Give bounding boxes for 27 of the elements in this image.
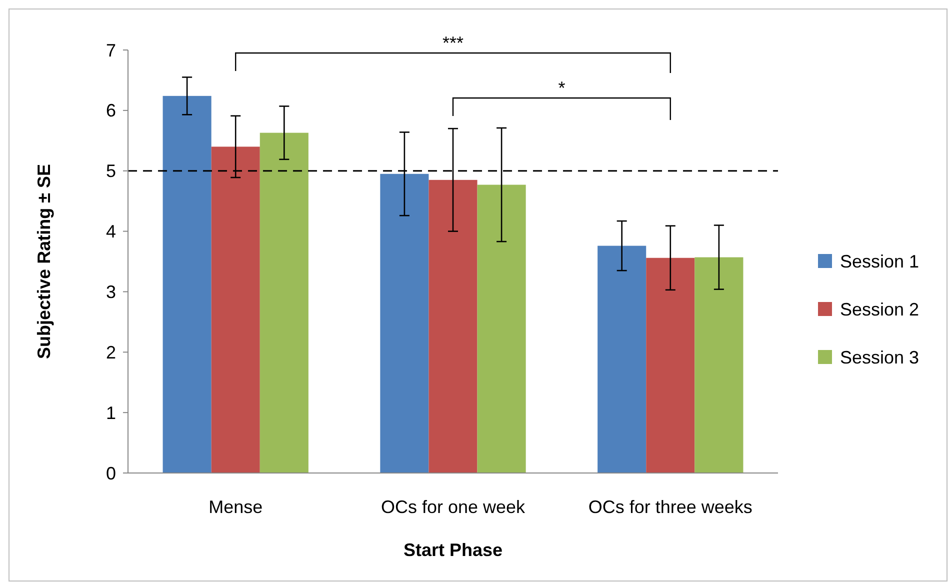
- bar: [260, 132, 308, 473]
- y-tick-label: 4: [106, 222, 116, 242]
- x-tick-label: OCs for three weeks: [588, 497, 752, 517]
- x-axis-title: Start Phase: [403, 540, 503, 560]
- annotation: *: [558, 78, 566, 98]
- x-tick-label: OCs for one week: [380, 497, 526, 517]
- legend-label: Session 1: [840, 251, 920, 272]
- x-tick-label: Mense: [208, 497, 263, 517]
- bar: [694, 257, 744, 473]
- y-tick-label: 5: [106, 161, 116, 182]
- bar: [428, 180, 478, 473]
- legend-label: Session 3: [840, 347, 920, 368]
- annotation: ***: [442, 33, 464, 53]
- y-tick-label: 7: [106, 40, 116, 60]
- y-tick-label: 3: [106, 282, 116, 302]
- y-tick-label: 6: [106, 100, 116, 121]
- bar: [380, 174, 429, 473]
- y-tick-label: 0: [106, 463, 116, 484]
- bar: [162, 96, 212, 473]
- bar: [211, 146, 260, 473]
- bar: [598, 246, 646, 473]
- bar: [477, 184, 526, 473]
- y-axis-title: Subjective Rating ± SE: [34, 164, 54, 359]
- y-tick-label: 1: [106, 402, 116, 423]
- legend-label: Session 2: [840, 299, 920, 320]
- bar: [646, 258, 695, 473]
- y-tick-label: 2: [106, 342, 116, 362]
